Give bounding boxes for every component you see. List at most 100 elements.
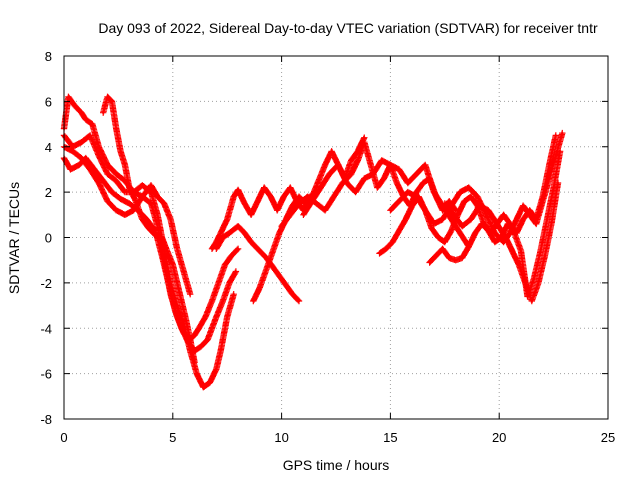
series-track-3 [60,132,237,391]
data-point [350,172,353,176]
data-point [397,229,401,232]
data-point [232,293,235,296]
series-track-5 [100,93,198,366]
y-tick-label: -8 [40,412,52,427]
data-point [548,177,551,180]
data-point [363,141,366,144]
data-point [319,186,322,189]
data-point [128,202,131,205]
data-point [382,177,386,180]
data-point [171,263,174,266]
data-point [297,202,301,205]
data-point [115,172,118,176]
data-point [271,265,275,269]
data-point [115,127,118,130]
data-point [310,200,314,203]
data-point [371,172,375,176]
data-point [504,236,507,239]
data-point [561,131,564,135]
data-point [441,218,444,221]
data-point [215,315,218,319]
data-point [297,299,301,303]
data-point [323,209,327,212]
data-point [101,111,105,114]
data-point [391,240,394,244]
data-point [197,327,201,330]
data-point [278,231,281,235]
data-point [175,304,179,307]
y-axis-label: SDTVAR / TECUs [6,182,22,294]
y-tick-label: -4 [40,321,52,336]
data-point [424,209,427,212]
data-point [115,209,118,212]
data-point [230,254,233,257]
series-track-14 [441,179,562,305]
y-tick-label: 4 [45,140,52,155]
data-point [502,240,505,244]
data-point [88,134,92,137]
data-point [508,231,512,235]
data-point [434,254,438,257]
data-point [461,224,464,228]
data-point [428,261,431,264]
data-point [67,95,70,99]
data-point [369,163,373,167]
data-point [550,222,553,226]
y-tick-label: -6 [40,367,52,382]
data-point [123,190,127,194]
data-point [395,181,399,185]
y-tick-label: 8 [45,49,52,64]
data-point [350,159,353,162]
data-point [328,172,331,176]
x-tick-label: 25 [601,430,615,445]
data-point [315,202,318,205]
data-point [528,213,531,217]
data-point [332,195,336,198]
data-point [234,270,238,273]
data-point [415,195,418,198]
plus-markers [60,132,237,391]
data-point [493,240,497,244]
data-point [341,181,344,185]
data-point [454,258,457,262]
data-point [458,231,462,235]
data-point [532,277,536,280]
data-point [134,200,138,203]
data-point [71,145,74,148]
data-point [406,190,410,194]
data-point [345,181,349,185]
data-point [265,256,268,260]
data-point [467,186,470,189]
data-point [271,249,275,253]
data-point [189,293,192,296]
data-point [265,268,268,271]
data-point [110,100,114,103]
data-point [495,222,499,226]
data-point [97,181,101,185]
data-point [210,299,214,303]
data-point [556,181,560,185]
data-point [199,345,203,348]
data-point [537,281,540,285]
data-point [78,163,81,167]
x-tick-label: 10 [274,430,288,445]
series-track-4 [60,143,194,298]
data-point [169,281,172,285]
data-point [110,190,114,194]
data-point [88,168,92,171]
series-track-8 [250,134,368,305]
data-point [128,186,131,189]
data-point [452,213,455,217]
data-point [269,195,272,198]
data-point [80,141,83,144]
data-point [228,231,231,235]
data-point [289,213,292,217]
data-point [336,163,340,167]
data-point [123,213,127,217]
data-point [141,218,144,221]
data-point [513,231,516,235]
plus-markers [208,184,320,252]
data-point [443,240,446,244]
data-point [243,231,246,235]
data-point [106,95,109,99]
